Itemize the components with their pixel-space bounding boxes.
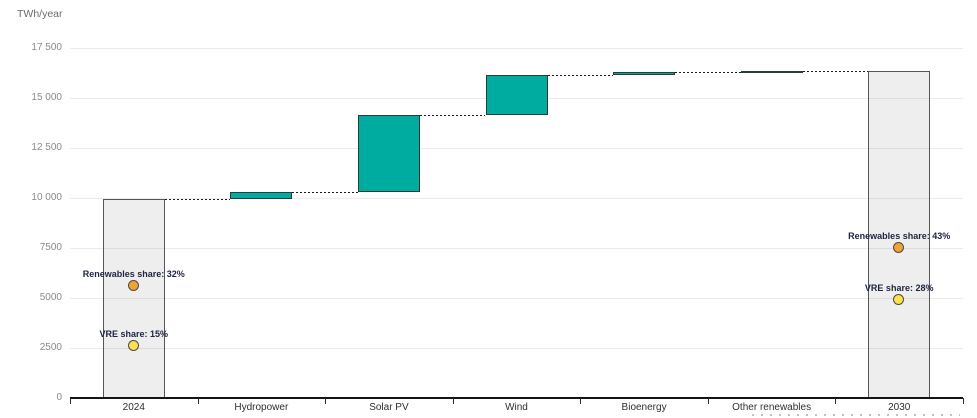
share-marker-label: VRE share: 15% bbox=[99, 328, 169, 339]
connector-line bbox=[292, 192, 358, 193]
y-tick-label: 12 500 bbox=[31, 142, 62, 153]
x-axis-label-2030: 2030 bbox=[888, 402, 911, 413]
bar-wind bbox=[485, 75, 548, 115]
connector-line bbox=[802, 71, 869, 72]
x-axis-tick bbox=[70, 398, 71, 404]
x-axis-tick bbox=[963, 398, 964, 404]
cropped-text-fragments bbox=[752, 414, 960, 416]
bar-bioenergy bbox=[613, 72, 676, 75]
share-marker-dot bbox=[127, 339, 139, 351]
x-axis-tick bbox=[707, 398, 709, 404]
share-marker-label: Renewables share: 32% bbox=[82, 269, 185, 279]
y-tick-label: 2500 bbox=[39, 342, 62, 353]
connector-line bbox=[675, 72, 741, 73]
share-marker-dot bbox=[893, 294, 905, 305]
y-tick-label: 10 000 bbox=[31, 192, 62, 203]
x-axis-tick bbox=[197, 398, 199, 404]
bar-hydropower bbox=[230, 192, 293, 199]
share-marker-dot bbox=[893, 241, 905, 253]
bar-other-renewables bbox=[740, 71, 803, 73]
gridline-5000 bbox=[70, 298, 963, 299]
x-axis-label-other-renewables: Other renewables bbox=[732, 402, 812, 413]
connector-line bbox=[164, 199, 231, 200]
share-marker-label: VRE share: 28% bbox=[864, 283, 934, 293]
x-axis-tick bbox=[835, 398, 837, 404]
x-axis-tick bbox=[325, 398, 327, 404]
x-axis-label-bioenergy: Bioenergy bbox=[621, 402, 667, 413]
x-axis-tick bbox=[452, 398, 454, 404]
x-axis-tick bbox=[580, 398, 582, 404]
y-tick-label: 7500 bbox=[39, 242, 62, 253]
gridline-7500 bbox=[70, 248, 963, 249]
y-axis-unit-label: TWh/year bbox=[17, 8, 63, 20]
y-tick-label: 15 000 bbox=[31, 92, 62, 103]
bar-2030 bbox=[868, 71, 931, 398]
x-axis-label-2024: 2024 bbox=[122, 402, 145, 413]
bar-2024 bbox=[102, 199, 165, 398]
connector-line bbox=[419, 115, 486, 116]
x-axis-label-solar-pv: Solar PV bbox=[369, 402, 409, 413]
share-marker-label: Renewables share: 43% bbox=[848, 230, 951, 241]
gridline-12500 bbox=[70, 148, 963, 149]
bar-solar-pv bbox=[357, 115, 420, 192]
x-axis-label-hydropower: Hydropower bbox=[234, 402, 289, 413]
y-tick-label: 17 500 bbox=[31, 42, 62, 53]
connector-line bbox=[547, 75, 614, 76]
y-tick-label: 0 bbox=[56, 392, 62, 403]
x-axis-line bbox=[70, 397, 963, 399]
share-marker-dot bbox=[127, 280, 139, 291]
gridline-17500 bbox=[70, 48, 963, 49]
gridline-2500 bbox=[70, 348, 963, 349]
y-tick-label: 5000 bbox=[39, 292, 62, 303]
gridline-10000 bbox=[70, 198, 963, 199]
x-axis-label-wind: Wind bbox=[505, 402, 528, 413]
